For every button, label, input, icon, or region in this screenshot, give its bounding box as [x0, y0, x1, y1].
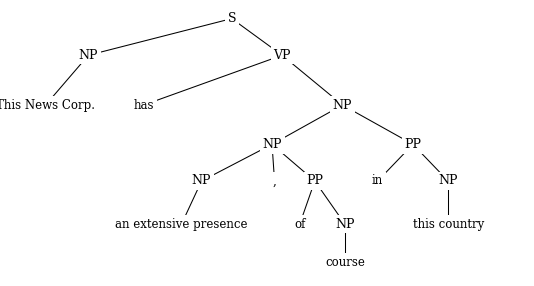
Text: NP: NP	[438, 174, 458, 188]
Text: ,: ,	[273, 174, 277, 188]
Text: course: course	[325, 256, 365, 269]
Text: PP: PP	[307, 174, 323, 188]
Text: PP: PP	[404, 138, 421, 151]
Text: NP: NP	[192, 174, 211, 188]
Text: NP: NP	[262, 138, 282, 151]
Text: has: has	[134, 98, 154, 112]
Text: NP: NP	[335, 218, 355, 231]
Text: an extensive presence: an extensive presence	[115, 218, 248, 231]
Text: This News Corp.: This News Corp.	[0, 98, 95, 112]
Text: VP: VP	[273, 49, 291, 62]
Text: S: S	[227, 12, 236, 25]
Text: this country: this country	[413, 218, 484, 231]
Text: NP: NP	[333, 98, 352, 112]
Text: NP: NP	[78, 49, 98, 62]
Text: of: of	[294, 218, 305, 231]
Text: in: in	[372, 174, 383, 188]
